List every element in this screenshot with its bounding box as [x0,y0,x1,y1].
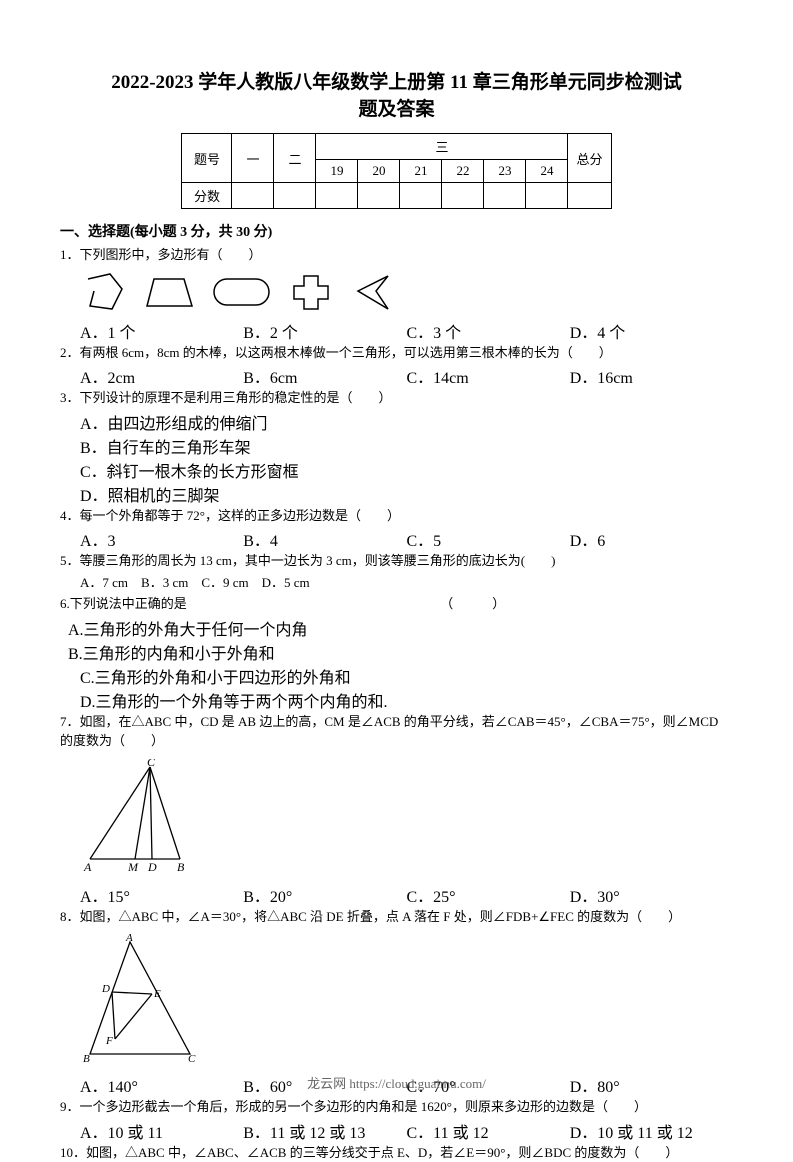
option-d: D．6 [570,527,733,551]
triangle-cmd-icon: C A M D B [80,759,230,874]
section-header: 一、选择题(每小题 3 分，共 30 分) [60,221,733,241]
col-one: 一 [232,134,274,183]
question-4: 4．每一个外角都等于 72°，这样的正多边形边数是（ ） [60,506,733,526]
q3-options: A．由四边形组成的伸缩门 B．自行车的三角形车架 C．斜钉一根木条的长方形窗框 … [60,410,733,506]
option-d: D.三角形的一个外角等于两个两个内角的和. [68,688,733,712]
q5-options: A．7 cm B．3 cm C．9 cm D．5 cm [60,573,733,593]
option-a: A．由四边形组成的伸缩门 [80,410,733,434]
score-cell [526,183,568,209]
q2-options: A．2cm B．6cm C．14cm D．16cm [60,364,733,388]
question-8: 8．如图，△ABC 中，∠A＝30°，将△ABC 沿 DE 折叠，点 A 落在 … [60,907,733,927]
sub-col: 20 [358,160,400,183]
svg-text:A: A [125,934,133,944]
score-cell [274,183,316,209]
option-b: B．4 [243,527,406,551]
svg-text:D: D [101,983,110,995]
option-c: C．3 个 [407,319,570,343]
table-row: 分数 [182,183,611,209]
sub-col: 22 [442,160,484,183]
question-5: 5．等腰三角形的周长为 13 cm，其中一边长为 3 cm，则该等腰三角形的底边… [60,551,733,571]
question-2: 2．有两根 6cm，8cm 的木棒，以这两根木棒做一个三角形，可以选用第三根木棒… [60,343,733,363]
q1-options: A．1 个 B．2 个 C．3 个 D．4 个 [60,319,733,343]
shape-pentagon-icon [80,271,130,313]
option-d: D．4 个 [570,319,733,343]
q7-options: A．15° B．20° C．25° D．30° [60,883,733,907]
option-b: B．11 或 12 或 13 [243,1119,406,1143]
row-label: 题号 [182,134,232,183]
svg-text:M: M [127,860,139,874]
option-b: B．2 个 [243,319,406,343]
q6-options: A.三角形的外角大于任何一个内角 B.三角形的内角和小于外角和 C.三角形的外角… [60,616,733,712]
option-a: A.三角形的外角大于任何一个内角 [68,616,733,640]
q8-diagram: A B C D E F [80,934,733,1069]
option-b: B．20° [243,883,406,907]
row-label: 分数 [182,183,232,209]
score-cell [442,183,484,209]
score-cell [484,183,526,209]
option-b: B.三角形的内角和小于外角和 [68,640,733,664]
svg-text:C: C [188,1053,196,1064]
score-cell [316,183,358,209]
shape-concave-icon [348,271,398,313]
q9-options: A．10 或 11 B．11 或 12 或 13 C．11 或 12 D．10 … [60,1119,733,1143]
svg-text:E: E [153,988,161,1000]
shape-rounded-rect-icon [209,271,274,313]
footer-text: 龙云网 https://cloud.guaimu.com/ [0,1073,793,1092]
option-d: D．30° [570,883,733,907]
score-cell [400,183,442,209]
svg-text:B: B [177,860,185,874]
shape-cross-icon [286,271,336,313]
sub-col: 23 [484,160,526,183]
option-a: A．10 或 11 [80,1119,243,1143]
total-label: 总分 [568,134,611,183]
question-1: 1．下列图形中，多边形有（ ） [60,245,733,265]
option-c: C．25° [407,883,570,907]
option-d: D．照相机的三脚架 [80,482,733,506]
col-three: 三 [316,134,568,160]
option-c: C．11 或 12 [407,1119,570,1143]
question-9: 9．一个多边形截去一个角后，形成的另一个多边形的内角和是 1620°，则原来多边… [60,1097,733,1117]
option-d: D．10 或 11 或 12 [570,1119,733,1143]
option-a: A．3 [80,527,243,551]
page-title: 2022-2023 学年人教版八年级数学上册第 11 章三角形单元同步检测试 题… [60,70,733,123]
score-cell [358,183,400,209]
option-c: C.三角形的外角和小于四边形的外角和 [68,664,733,688]
sub-col: 24 [526,160,568,183]
option-c: C．14cm [407,364,570,388]
title-line1: 2022-2023 学年人教版八年级数学上册第 11 章三角形单元同步检测试 [60,70,733,97]
triangle-fold-icon: A B C D E F [80,934,210,1064]
sub-col: 21 [400,160,442,183]
question-3: 3．下列设计的原理不是利用三角形的稳定性的是（ ） [60,388,733,408]
option-d: D．16cm [570,364,733,388]
svg-text:A: A [83,860,92,874]
title-line2: 题及答案 [60,97,733,124]
option-a: A．2cm [80,364,243,388]
svg-text:B: B [83,1053,90,1064]
svg-text:D: D [147,860,157,874]
option-a: A．15° [80,883,243,907]
question-6: 6.下列说法中正确的是 （ ） [60,594,733,614]
question-10: 10．如图，△ABC 中，∠ABC、∠ACB 的三等分线交于点 E、D，若∠E＝… [60,1143,733,1162]
option-b: B．自行车的三角形车架 [80,434,733,458]
q7-diagram: C A M D B [80,759,733,879]
option-b: B．6cm [243,364,406,388]
col-two: 二 [274,134,316,183]
q1-shapes [60,271,733,313]
sub-col: 19 [316,160,358,183]
score-table: 题号 一 二 三 总分 19 20 21 22 23 24 分数 [181,133,611,209]
score-cell [232,183,274,209]
question-7: 7．如图，在△ABC 中，CD 是 AB 边上的高，CM 是∠ACB 的角平分线… [60,712,733,751]
option-a: A．1 个 [80,319,243,343]
shape-trapezoid-icon [142,271,197,313]
table-row: 题号 一 二 三 总分 [182,134,611,160]
q4-options: A．3 B．4 C．5 D．6 [60,527,733,551]
svg-text:F: F [105,1035,113,1047]
option-c: C．5 [407,527,570,551]
svg-text:C: C [147,759,156,769]
option-c: C．斜钉一根木条的长方形窗框 [80,458,733,482]
score-cell [568,183,611,209]
